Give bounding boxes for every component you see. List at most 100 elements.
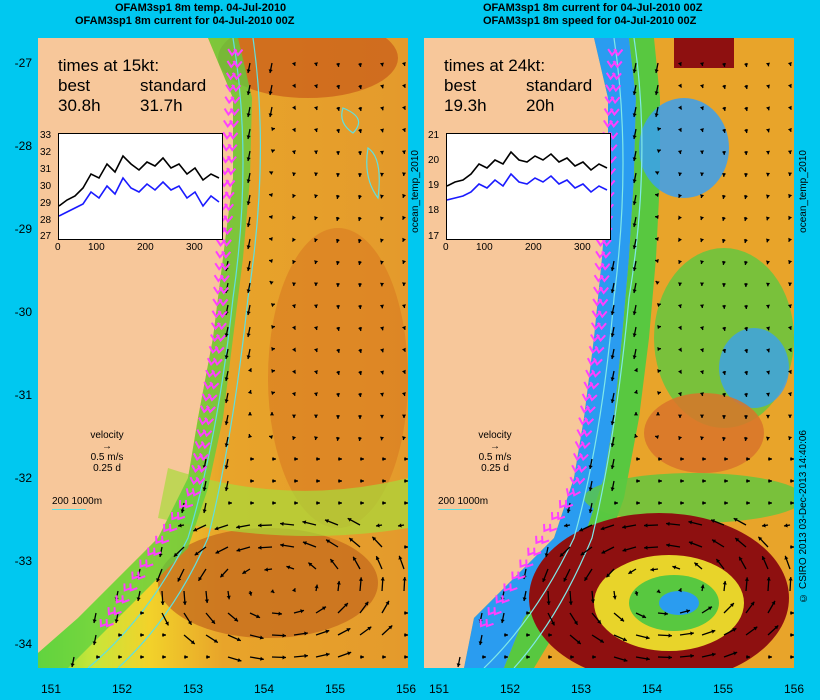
- velocity-arrowhead: [336, 349, 341, 353]
- velocity-arrowhead: [357, 195, 362, 199]
- velocity-arrowhead: [722, 349, 727, 353]
- velocity-arrowhead: [92, 641, 97, 645]
- velocity-arrowhead: [313, 84, 318, 88]
- route-chevron: [601, 238, 612, 247]
- right-inset-best-line: [446, 150, 608, 187]
- velocity-arrowhead: [622, 547, 627, 552]
- velocity-arrowhead: [678, 172, 683, 176]
- velocity-arrowhead: [335, 415, 341, 419]
- velocity-arrowhead: [388, 625, 393, 630]
- velocity-arrowhead: [690, 631, 694, 636]
- route-chevron: [231, 84, 242, 93]
- velocity-arrowhead: [588, 509, 593, 513]
- velocity-arrowhead: [347, 518, 352, 522]
- left-inset-ytick: 33: [40, 130, 52, 141]
- route-chevron: [232, 60, 243, 69]
- route-chevron: [139, 559, 148, 568]
- velocity-arrowhead: [236, 524, 240, 529]
- velocity-arrowhead: [160, 601, 165, 605]
- route-chevron: [233, 48, 244, 57]
- velocity-arrowhead: [379, 194, 385, 199]
- route-chevron: [231, 72, 242, 81]
- route-chevron: [517, 571, 526, 580]
- route-chevron: [582, 429, 593, 438]
- velocity-arrowhead: [766, 238, 770, 243]
- right-velocity-legend: velocity → 0.5 m/s 0.25 d: [460, 430, 530, 474]
- velocity-arrowhead: [360, 456, 364, 462]
- velocity-arrowhead: [788, 193, 793, 198]
- velocity-arrowhead: [700, 238, 705, 242]
- velocity-arrowhead: [766, 216, 770, 221]
- velocity-arrowhead: [246, 245, 251, 249]
- velocity-arrowhead: [282, 655, 286, 660]
- velocity-arrowhead: [353, 556, 357, 561]
- velocity-arrowhead: [302, 520, 307, 525]
- velocity-arrowhead: [401, 392, 406, 396]
- velocity-arrowhead: [268, 69, 273, 73]
- velocity-arrowhead: [379, 172, 385, 177]
- velocity-arrowhead: [358, 577, 363, 581]
- route-chevron: [571, 488, 581, 497]
- velocity-arrowhead: [588, 487, 593, 491]
- velocity-arrowhead: [678, 259, 683, 264]
- velocity-arrowhead: [401, 105, 406, 110]
- velocity-arrowhead: [721, 151, 727, 155]
- velocity-arrowhead: [247, 368, 252, 373]
- velocity-arrowhead: [733, 518, 738, 522]
- velocity-arrowhead: [314, 216, 319, 220]
- velocity-arrowhead: [654, 113, 659, 117]
- velocity-arrowhead: [765, 392, 771, 397]
- velocity-arrowhead: [404, 544, 408, 550]
- route-chevron: [493, 607, 502, 616]
- velocity-arrowhead: [357, 437, 362, 441]
- route-chevron: [221, 238, 232, 247]
- velocity-arrowhead: [686, 609, 690, 614]
- velocity-arrowhead: [590, 599, 595, 603]
- velocity-arrowhead: [787, 105, 792, 110]
- right-legend-speed: 0.5 m/s: [478, 452, 512, 463]
- route-chevron: [212, 357, 223, 366]
- velocity-arrowhead: [294, 456, 298, 462]
- right-velocity-arrows: [456, 61, 794, 668]
- route-chevron: [217, 310, 228, 319]
- route-chevron: [170, 511, 180, 521]
- velocity-arrowhead: [271, 369, 275, 374]
- right-inset-standard-line: [446, 172, 608, 201]
- velocity-arrowhead: [744, 107, 749, 111]
- velocity-arrowhead: [654, 69, 659, 73]
- right-inset-ytick: 21: [428, 130, 440, 141]
- velocity-arrowhead: [655, 193, 659, 198]
- velocity-arrowhead: [787, 172, 793, 176]
- velocity-arrowhead: [743, 239, 748, 243]
- velocity-arrowhead: [304, 631, 308, 636]
- velocity-arrowhead: [636, 456, 640, 462]
- left-scale-label: 200 1000m: [52, 496, 103, 507]
- velocity-arrowhead: [768, 456, 772, 462]
- velocity-arrowhead: [280, 543, 284, 548]
- velocity-arrowhead: [526, 632, 530, 638]
- velocity-arrowhead: [739, 556, 743, 561]
- velocity-arrowhead: [724, 456, 728, 462]
- velocity-arrowhead: [358, 129, 363, 133]
- velocity-arrowhead: [655, 237, 659, 242]
- velocity-arrowhead: [632, 223, 637, 227]
- velocity-arrowhead: [610, 487, 615, 491]
- velocity-arrowhead: [114, 619, 119, 623]
- velocity-arrowhead: [300, 609, 304, 614]
- velocity-arrowhead: [357, 239, 362, 243]
- route-chevron: [216, 334, 226, 343]
- route-chevron: [598, 298, 609, 307]
- velocity-arrowhead: [358, 63, 363, 67]
- velocity-arrowhead: [325, 652, 330, 657]
- route-chevron: [214, 345, 225, 355]
- velocity-arrowhead: [248, 591, 253, 596]
- velocity-arrowhead: [330, 559, 335, 563]
- route-chevron: [584, 417, 595, 426]
- velocity-arrowhead: [744, 85, 749, 89]
- velocity-arrowhead: [774, 625, 779, 630]
- velocity-arrowhead: [787, 414, 793, 418]
- velocity-arrowhead: [367, 626, 372, 631]
- velocity-arrowhead: [247, 390, 252, 394]
- velocity-arrowhead: [246, 333, 251, 337]
- velocity-arrowhead: [194, 551, 199, 556]
